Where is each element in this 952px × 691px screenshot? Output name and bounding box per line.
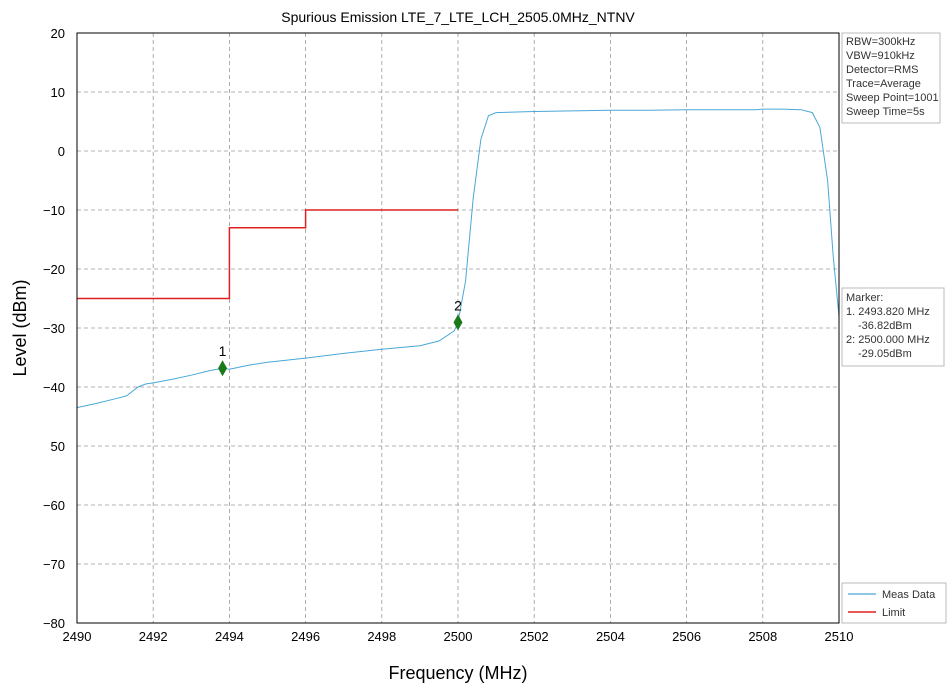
x-tick-label: 2490 (63, 629, 92, 644)
x-tick-labels: 2490 2492 2494 2496 2498 2500 2502 2504 2506 2508… (63, 629, 854, 644)
plot-frame (76, 32, 840, 624)
settings-box: RBW=300kHz VBW=910kHz Detector=RMS Trace… (841, 32, 941, 124)
settings-line: RBW=300kHz (846, 36, 915, 48)
settings-line: Trace=Average (846, 78, 921, 90)
y-tick-label: 50 (51, 439, 65, 454)
marker-point (218, 360, 228, 377)
x-tick-label: 2504 (596, 629, 625, 644)
y-tick-label: 10 (51, 85, 65, 100)
y-tick-label: −70 (43, 557, 65, 572)
settings-line: Detector=RMS (846, 64, 918, 76)
y-tick-label: 0 (58, 144, 65, 159)
x-tick-label: 2500 (444, 629, 473, 644)
marker-box-line: -36.82dBm (858, 320, 912, 332)
x-tick-label: 2492 (139, 629, 168, 644)
marker-box-line: 2: 2500.000 MHz (846, 334, 930, 346)
x-tick-label: 2502 (520, 629, 549, 644)
y-tick-label: 20 (51, 26, 65, 41)
y-tick-label: −10 (43, 203, 65, 218)
x-tick-label: 2498 (367, 629, 396, 644)
y-tick-labels: 20 10 0 −10 −20 −30 −40 50 −60 −70 −80 (43, 26, 65, 631)
marker-label: 2 (454, 297, 462, 313)
legend-label-limit: Limit (882, 607, 905, 619)
settings-line: Sweep Point=1001 (846, 92, 939, 104)
marker-box-line: Marker: (846, 292, 883, 304)
legend: Meas Data Limit (841, 582, 947, 624)
legend-label-meas: Meas Data (882, 589, 936, 601)
y-tick-label: −40 (43, 380, 65, 395)
x-tick-label: 2508 (748, 629, 777, 644)
marker-box-line: -29.05dBm (858, 348, 912, 360)
y-axis-label: Level (dBm) (10, 279, 30, 376)
series-line-limit (77, 209, 458, 300)
y-tick-label: −80 (43, 616, 65, 631)
chart-title: Spurious Emission LTE_7_LTE_LCH_2505.0MH… (281, 9, 635, 25)
marker-box: Marker: 1. 2493.820 MHz -36.82dBm 2: 250… (841, 287, 945, 367)
x-tick-label: 2506 (672, 629, 701, 644)
x-tick-label: 2496 (291, 629, 320, 644)
x-tick-label: 2510 (825, 629, 854, 644)
settings-line: VBW=910kHz (846, 50, 915, 62)
marker-label: 1 (219, 343, 227, 359)
y-tick-label: −20 (43, 262, 65, 277)
settings-line: Sweep Time=5s (846, 106, 925, 118)
y-tick-label: −60 (43, 498, 65, 513)
x-tick-label: 2494 (215, 629, 244, 644)
grid-lines (77, 33, 839, 623)
y-tick-label: −30 (43, 321, 65, 336)
marker-box-line: 1. 2493.820 MHz (846, 306, 930, 318)
markers-layer: 12 (218, 297, 463, 377)
x-axis-label: Frequency (MHz) (388, 663, 527, 683)
marker-point (453, 314, 463, 331)
